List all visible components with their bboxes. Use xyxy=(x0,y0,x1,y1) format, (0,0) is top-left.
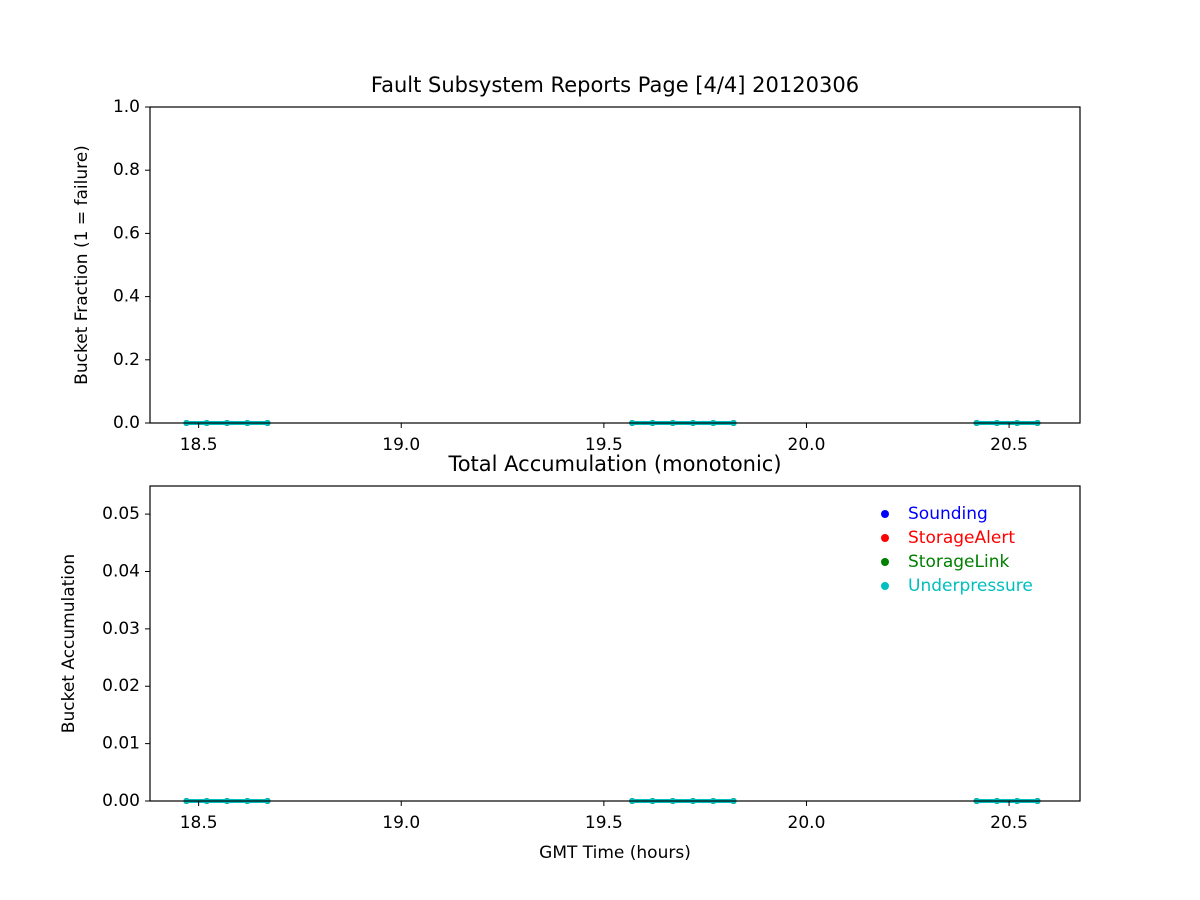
axes-frame xyxy=(149,485,1081,802)
y-tick-label: 0.4 xyxy=(113,287,140,307)
chart-title: Fault Subsystem Reports Page [4/4] 20120… xyxy=(371,73,859,97)
y-tick-label: 0.00 xyxy=(102,791,140,811)
legend-label: Underpressure xyxy=(908,576,1033,596)
y-tick-label: 0.0 xyxy=(113,413,140,433)
y-tick-label: 1.0 xyxy=(113,97,140,117)
y-tick-label: 0.01 xyxy=(102,734,140,754)
x-tick-label: 19.0 xyxy=(382,813,420,833)
x-tick-label: 19.5 xyxy=(585,435,623,455)
y-tick-label: 0.03 xyxy=(102,619,140,639)
y-tick-label: 0.02 xyxy=(102,676,140,696)
y-tick-label: 0.6 xyxy=(113,223,140,243)
y-tick-label: 0.2 xyxy=(113,350,140,370)
y-tick-label: 0.04 xyxy=(102,561,140,581)
x-tick-label: 20.0 xyxy=(788,813,826,833)
y-axis-label: Bucket Fraction (1 = failure) xyxy=(72,145,92,385)
x-axis-label: GMT Time (hours) xyxy=(539,843,691,863)
x-tick-label: 20.0 xyxy=(788,435,826,455)
y-tick-label: 0.05 xyxy=(102,504,140,524)
plot-area xyxy=(150,486,1080,801)
y-tick-label: 0.8 xyxy=(113,160,140,180)
x-tick-label: 20.5 xyxy=(990,435,1028,455)
x-tick-label: 19.5 xyxy=(585,813,623,833)
legend-marker xyxy=(881,558,889,566)
legend-label: Sounding xyxy=(908,504,988,524)
x-tick-label: 18.5 xyxy=(180,813,218,833)
chart-title: Total Accumulation (monotonic) xyxy=(447,452,781,476)
x-tick-label: 19.0 xyxy=(382,435,420,455)
axes-frame xyxy=(149,106,1081,424)
legend-label: StorageAlert xyxy=(908,528,1015,548)
y-axis-label: Bucket Accumulation xyxy=(59,554,79,733)
x-tick-label: 18.5 xyxy=(180,435,218,455)
legend-marker xyxy=(881,534,889,542)
legend-label: StorageLink xyxy=(908,552,1009,572)
plot-area xyxy=(150,107,1080,423)
legend-marker xyxy=(881,510,889,518)
legend-marker xyxy=(881,582,889,590)
x-tick-label: 20.5 xyxy=(990,813,1028,833)
